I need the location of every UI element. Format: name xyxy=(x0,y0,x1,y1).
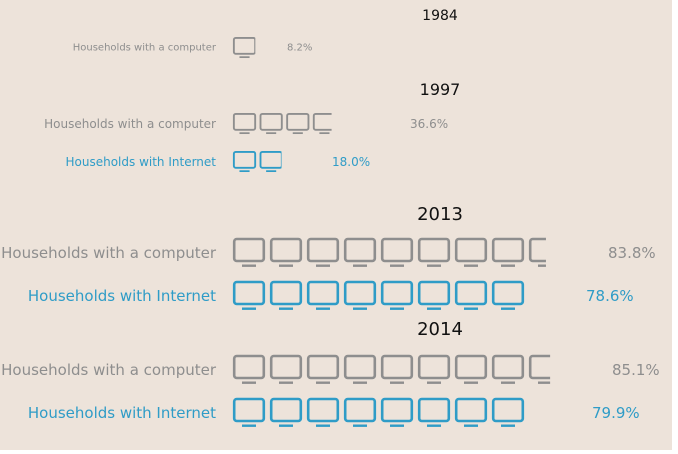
year-title: 1984 xyxy=(422,8,458,24)
icon-row xyxy=(232,397,525,427)
computer-monitor-icon xyxy=(232,354,266,384)
year-title: 1997 xyxy=(419,80,461,99)
computer-monitor-icon xyxy=(417,397,451,427)
computer-monitor-icon xyxy=(454,280,488,310)
series-value: 83.8% xyxy=(608,244,656,262)
computer-monitor-icon xyxy=(491,237,525,267)
computer-monitor-icon xyxy=(380,354,414,384)
computer-monitor-icon xyxy=(454,397,488,427)
computer-monitor-icon xyxy=(232,150,257,173)
icon-row xyxy=(232,280,525,310)
computer-monitor-icon xyxy=(269,354,303,384)
computer-monitor-icon xyxy=(417,354,451,384)
computer-monitor-icon xyxy=(454,237,488,267)
computer-monitor-icon xyxy=(259,150,282,173)
year-title: 2014 xyxy=(417,319,463,340)
computer-monitor-icon xyxy=(491,397,525,427)
series-value: 85.1% xyxy=(612,361,660,379)
icon-row xyxy=(232,354,551,384)
icon-row xyxy=(232,112,332,135)
computer-monitor-icon xyxy=(306,237,340,267)
computer-monitor-icon xyxy=(491,280,525,310)
computer-monitor-icon xyxy=(232,112,257,135)
year-title: 2013 xyxy=(417,204,463,225)
computer-monitor-icon xyxy=(343,354,377,384)
computer-monitor-icon xyxy=(380,397,414,427)
computer-monitor-icon xyxy=(343,397,377,427)
series-label: Households with Internet xyxy=(65,155,217,169)
computer-monitor-icon xyxy=(454,354,488,384)
computer-monitor-icon xyxy=(306,397,340,427)
computer-monitor-icon xyxy=(380,237,414,267)
computer-monitor-icon xyxy=(286,112,310,135)
computer-monitor-icon xyxy=(306,354,340,384)
computer-monitor-icon xyxy=(232,280,266,310)
computer-monitor-icon xyxy=(232,397,266,427)
computer-monitor-icon xyxy=(232,237,266,267)
computer-monitor-icon xyxy=(343,280,377,310)
computer-monitor-icon xyxy=(491,354,525,384)
computer-monitor-icon xyxy=(528,237,546,267)
series-label: Households with Internet xyxy=(27,404,216,422)
computer-monitor-icon xyxy=(343,237,377,267)
series-value: 8.2% xyxy=(287,42,313,54)
icon-row xyxy=(232,36,256,59)
series-value: 78.6% xyxy=(586,287,634,305)
computer-monitor-icon xyxy=(269,280,303,310)
computer-monitor-icon xyxy=(306,280,340,310)
computer-monitor-icon xyxy=(312,112,332,135)
computer-monitor-icon xyxy=(528,354,551,384)
icon-row xyxy=(232,150,282,173)
series-label: Households with a computer xyxy=(1,244,216,262)
series-label: Households with Internet xyxy=(27,287,216,305)
series-value: 18.0% xyxy=(332,155,371,169)
computer-monitor-icon xyxy=(269,397,303,427)
series-value: 79.9% xyxy=(592,404,640,422)
computer-monitor-icon xyxy=(380,280,414,310)
computer-monitor-icon xyxy=(417,237,451,267)
series-label: Households with a computer xyxy=(44,117,216,131)
computer-monitor-icon xyxy=(417,280,451,310)
computer-monitor-icon xyxy=(269,237,303,267)
icon-row xyxy=(232,237,546,267)
series-label: Households with a computer xyxy=(1,361,216,379)
series-label: Households with a computer xyxy=(72,42,216,54)
computer-monitor-icon xyxy=(259,112,283,135)
series-value: 36.6% xyxy=(410,117,449,131)
computer-monitor-icon xyxy=(232,36,256,59)
